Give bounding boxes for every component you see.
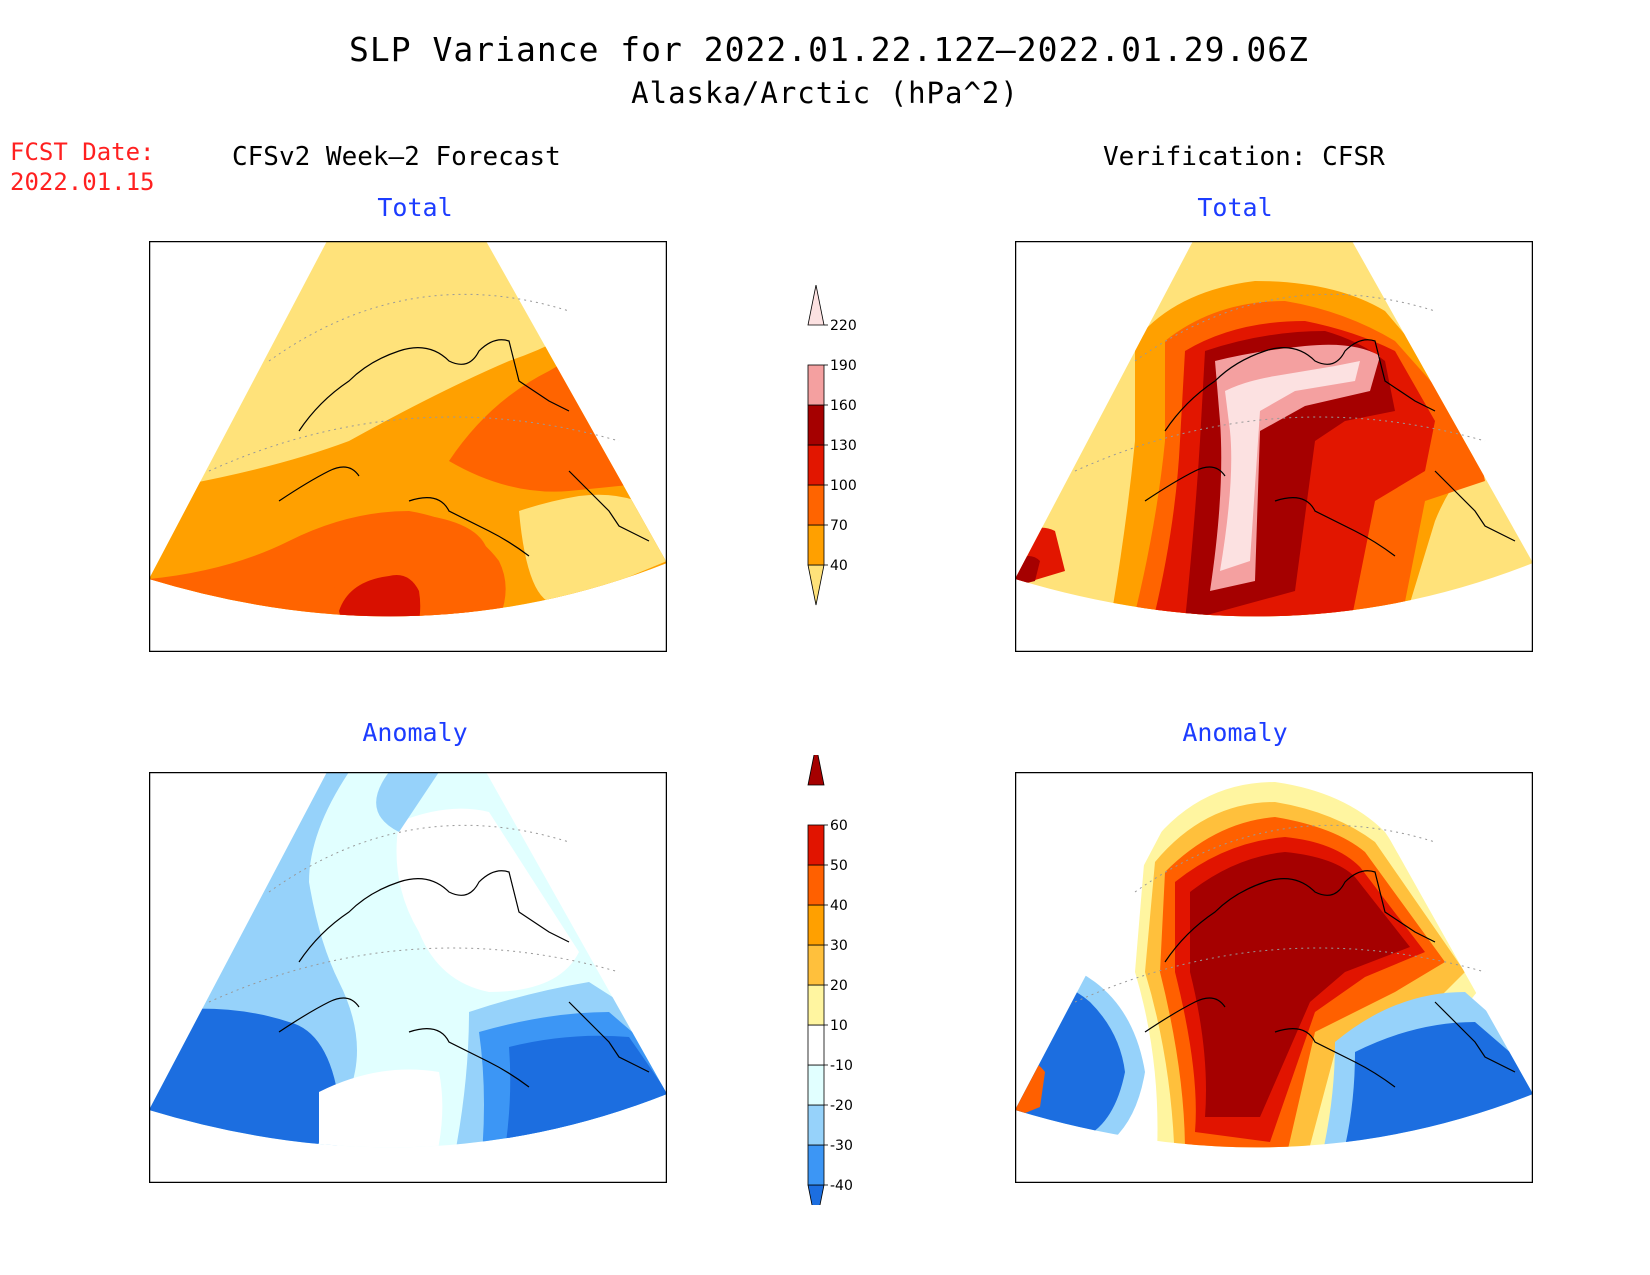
forecast-total-subtitle: Total: [377, 193, 453, 222]
total-colorbar-swatch: [807, 444, 825, 486]
total-colorbar-swatch: [807, 484, 825, 526]
anomaly-colorbar-tick-label: 50: [830, 858, 848, 874]
total-colorbar-swatch: [807, 404, 825, 446]
forecast-anomaly-map: [149, 772, 667, 1183]
anomaly-colorbar-tick-label: 10: [830, 1018, 848, 1034]
verification-column-heading: Verification: CFSR: [1103, 142, 1385, 172]
anomaly-colorbar-tick-label: 30: [830, 938, 848, 954]
total-colorbar-tick-label: 40: [830, 558, 848, 574]
main-subtitle: Alaska/Arctic (hPa^2): [631, 76, 1019, 110]
anomaly-colorbar-tick-label: -10: [830, 1058, 853, 1074]
total-colorbar-end-low: [807, 564, 825, 606]
anomaly-colorbar-swatch: [807, 904, 825, 946]
total-colorbar-end-high: [807, 285, 825, 326]
forecast-anomaly-subtitle: Anomaly: [362, 718, 468, 747]
total-colorbar-swatch: [807, 364, 825, 406]
anomaly-colorbar-swatch: [807, 824, 825, 866]
total-colorbar-tick-label: 190: [830, 358, 857, 374]
anomaly-colorbar-end-low: [807, 1184, 825, 1205]
forecast-total-map: [149, 241, 667, 652]
anomaly-colorbar-swatch: [807, 984, 825, 1026]
verification-anomaly-subtitle: Anomaly: [1182, 718, 1288, 747]
total-colorbar-tick-label: 220: [830, 318, 857, 334]
anomaly-colorbar-swatch: [807, 1024, 825, 1066]
anomaly-colorbar-swatch: [807, 1064, 825, 1106]
forecast-date-label: FCST Date:: [10, 138, 155, 166]
main-title: SLP Variance for 2022.01.22.12Z–2022.01.…: [349, 30, 1309, 69]
anomaly-colorbar: -40 -30 -20 -10 10 20 30 40 50 60: [807, 755, 853, 1205]
anomaly-colorbar-end-high: [807, 755, 825, 786]
total-colorbar-tick-label: 100: [830, 478, 857, 494]
verification-total-map: [1015, 241, 1533, 652]
total-colorbar: 40 70 100 130 160 190 220: [807, 285, 857, 606]
forecast-date-value: 2022.01.15: [10, 168, 155, 196]
anomaly-colorbar-tick-label: 20: [830, 978, 848, 994]
verification-total-subtitle: Total: [1197, 193, 1273, 222]
anomaly-colorbar-tick-label: -20: [830, 1098, 853, 1114]
total-colorbar-swatch: [807, 524, 825, 566]
anomaly-colorbar-swatch: [807, 1104, 825, 1146]
anomaly-colorbar-swatch: [807, 864, 825, 906]
verification-anomaly-map: [1015, 772, 1533, 1183]
anomaly-colorbar-swatch: [807, 944, 825, 986]
total-colorbar-tick-label: 160: [830, 398, 857, 414]
anomaly-colorbar-tick-label: -30: [830, 1138, 853, 1154]
anomaly-colorbar-tick-label: -40: [830, 1178, 853, 1194]
total-colorbar-tick-label: 130: [830, 438, 857, 454]
forecast-column-heading: CFSv2 Week–2 Forecast: [232, 142, 561, 172]
anomaly-colorbar-swatch: [807, 1144, 825, 1186]
anomaly-colorbar-tick-label: 40: [830, 898, 848, 914]
anomaly-colorbar-tick-label: 60: [830, 818, 848, 834]
total-colorbar-tick-label: 70: [830, 518, 848, 534]
